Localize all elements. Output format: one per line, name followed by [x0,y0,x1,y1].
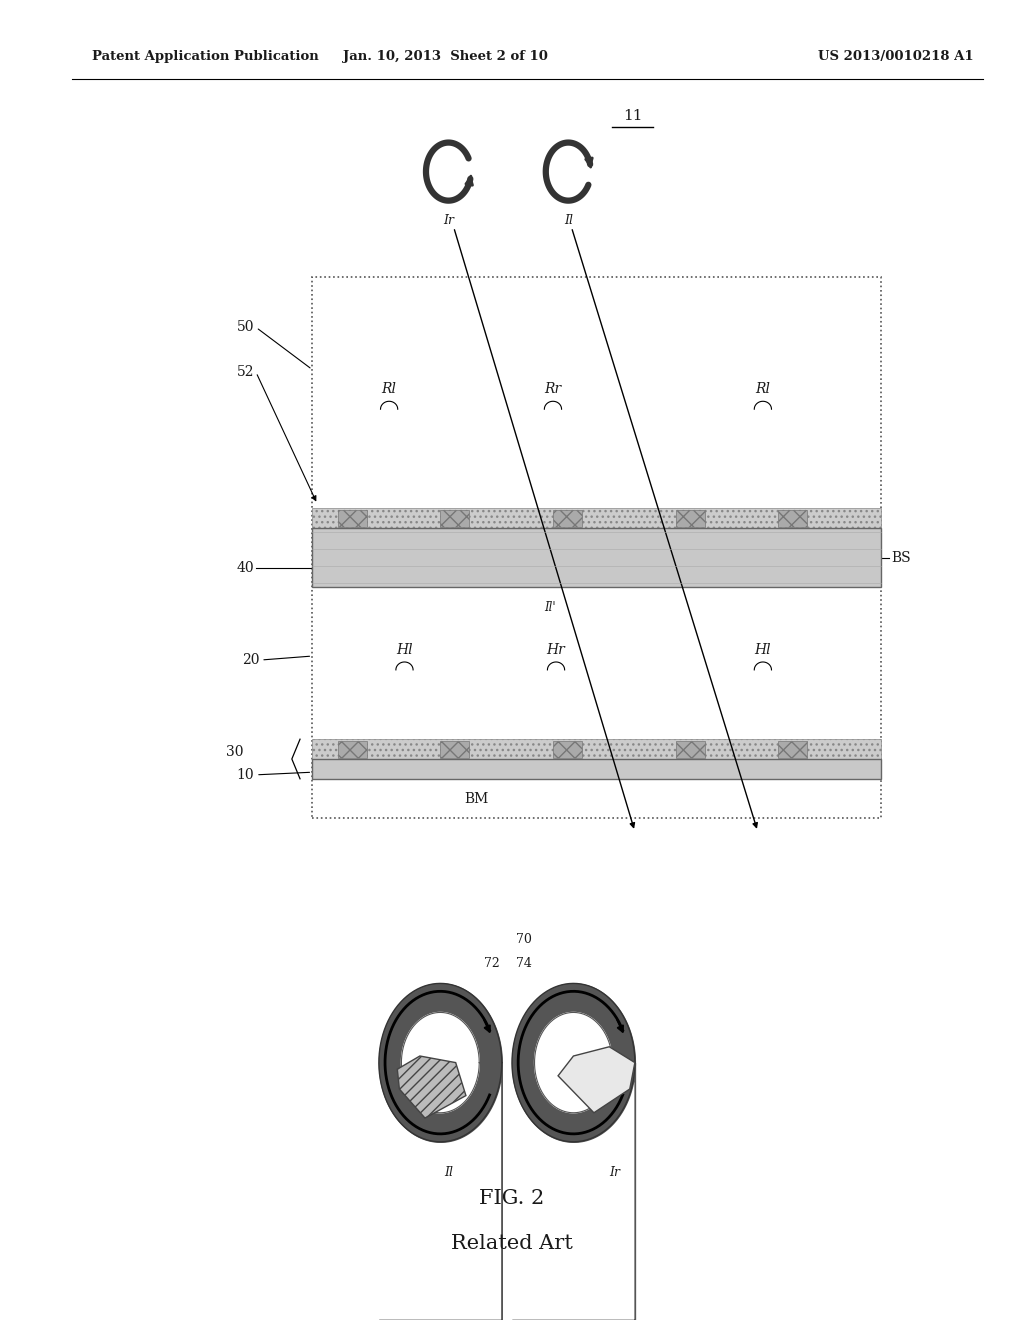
Bar [553,510,582,527]
Text: Ir: Ir [609,1166,620,1179]
Text: Patent Application Publication: Patent Application Publication [92,50,318,63]
Text: 74: 74 [516,957,532,970]
Text: Hr: Hr [547,643,565,657]
Text: BS: BS [891,550,910,565]
Text: Hl: Hl [396,643,413,657]
Text: Rl: Rl [756,383,770,396]
Text: Jan. 10, 2013  Sheet 2 of 10: Jan. 10, 2013 Sheet 2 of 10 [343,50,548,63]
Text: Il': Il' [544,601,556,614]
Bar [778,741,807,758]
Text: 11: 11 [623,110,643,123]
Bar [338,510,367,527]
Bar [778,510,807,527]
Text: Il: Il [444,1166,453,1179]
Text: 20: 20 [242,653,259,667]
Bar [338,741,367,758]
Text: 72: 72 [483,957,500,970]
Polygon shape [401,1012,479,1113]
Bar [440,510,469,527]
Bar [312,277,881,818]
Text: 52: 52 [237,366,254,379]
Text: FIG. 2: FIG. 2 [479,1189,545,1208]
Text: Rr: Rr [545,383,561,396]
Text: BM: BM [464,792,488,805]
Polygon shape [535,1012,612,1113]
Text: Il: Il [564,214,572,227]
Bar [312,739,881,759]
Text: 10: 10 [237,768,254,781]
Text: Rl: Rl [382,383,396,396]
Polygon shape [558,1047,635,1113]
Text: 40: 40 [237,561,254,574]
Bar [553,741,582,758]
Text: 30: 30 [226,746,244,759]
Text: Related Art: Related Art [451,1234,573,1253]
Polygon shape [397,1056,466,1118]
Bar [676,510,705,527]
Bar [676,741,705,758]
Text: 50: 50 [237,321,254,334]
Text: Hl: Hl [755,643,771,657]
Bar [312,528,881,587]
Bar [312,508,881,528]
Text: Ir: Ir [443,214,454,227]
Text: 70: 70 [516,933,532,946]
Bar [312,759,881,779]
Text: US 2013/0010218 A1: US 2013/0010218 A1 [818,50,974,63]
Bar [440,741,469,758]
